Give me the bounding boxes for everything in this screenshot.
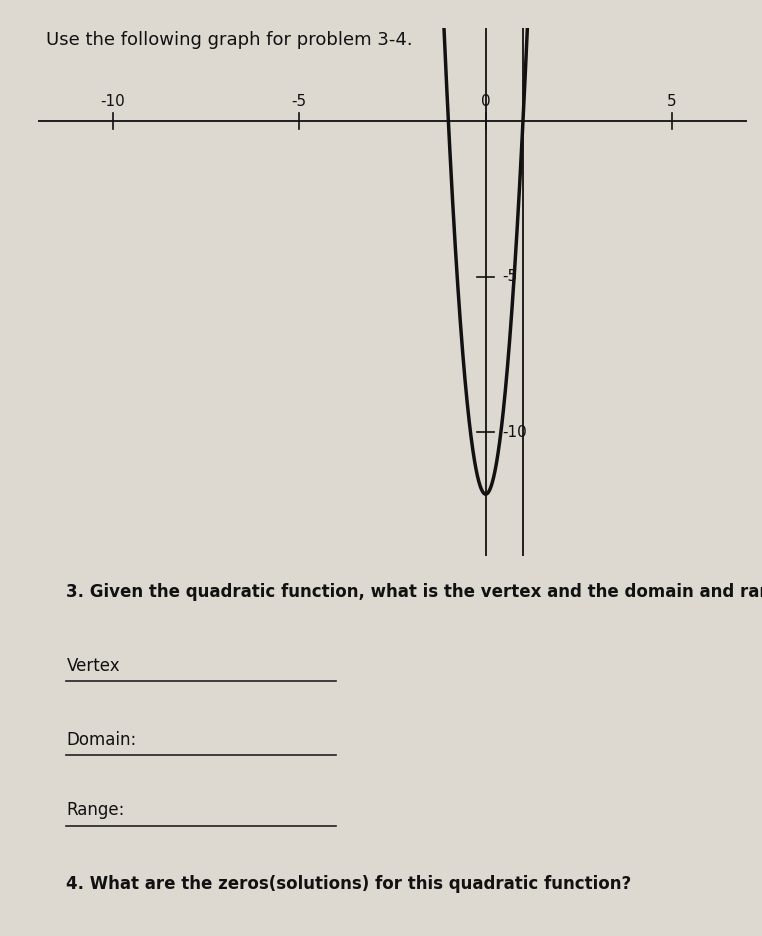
Text: Use the following graph for problem 3-4.: Use the following graph for problem 3-4. xyxy=(46,31,412,50)
Text: -10: -10 xyxy=(101,95,125,110)
Text: -5: -5 xyxy=(503,270,518,285)
Text: -5: -5 xyxy=(292,95,307,110)
Text: 4. What are the zeros(solutions) for this quadratic function?: 4. What are the zeros(solutions) for thi… xyxy=(66,875,632,893)
Text: Domain:: Domain: xyxy=(66,731,136,749)
Text: Range:: Range: xyxy=(66,801,125,819)
Text: Vertex: Vertex xyxy=(66,657,120,675)
Text: 5: 5 xyxy=(668,95,677,110)
Text: -10: -10 xyxy=(503,425,527,440)
Text: 3. Given the quadratic function, what is the vertex and the domain and range?: 3. Given the quadratic function, what is… xyxy=(66,583,762,601)
Text: 0: 0 xyxy=(481,95,491,110)
